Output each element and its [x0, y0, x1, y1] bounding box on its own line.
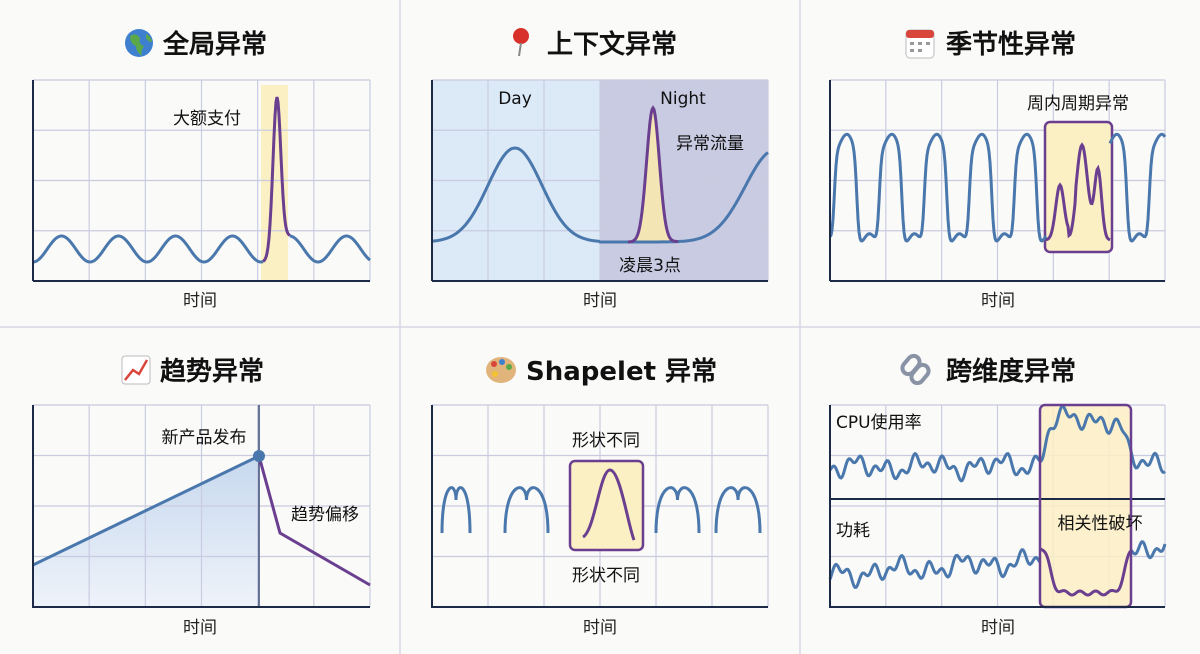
link-icon — [900, 353, 931, 386]
panel-seasonal-anomaly: 季节性异常 周内周期异常 时间 — [828, 29, 1167, 311]
palette-icon — [486, 357, 516, 383]
power-line — [828, 540, 1167, 589]
annotation-large-payment: 大额支付 — [173, 109, 241, 129]
annotation-night: Night — [660, 89, 706, 109]
calendar-icon — [905, 29, 935, 59]
x-axis-label: 时间 — [583, 618, 617, 638]
highlight-region — [1040, 405, 1131, 607]
x-axis-label: 时间 — [183, 618, 217, 638]
grid — [33, 79, 371, 281]
panel-title: 趋势异常 — [160, 357, 264, 387]
panel-title: 跨维度异常 — [946, 356, 1076, 387]
anomaly-box — [1043, 120, 1114, 254]
panel-title: 季节性异常 — [946, 30, 1076, 60]
anomaly-spike-line — [262, 96, 291, 263]
trend-area — [33, 456, 259, 607]
grid — [33, 404, 371, 607]
highlight-region — [628, 108, 678, 243]
event-point — [253, 450, 265, 462]
panel-title: 全局异常 — [162, 29, 267, 60]
annotation-3am: 凌晨3点 — [619, 256, 681, 276]
normal-shape-line — [440, 486, 762, 534]
chart-up-icon — [121, 355, 151, 385]
annotation-power: 功耗 — [836, 521, 870, 541]
normal-series-line — [32, 234, 371, 264]
panel-title: 上下文异常 — [547, 29, 677, 60]
trend-shift-line — [257, 455, 371, 587]
annotation-weekly-cycle: 周内周期异常 — [1027, 94, 1129, 114]
x-axis-label: 时间 — [981, 618, 1015, 638]
annotation-shape-different-bottom: 形状不同 — [572, 566, 640, 586]
panel-shapelet-anomaly: Shapelet 异常 形状不同 形状不同 时间 — [431, 357, 769, 638]
anomaly-series-line — [1045, 142, 1111, 242]
power-anomaly-line — [1039, 547, 1133, 597]
panel-title: Shapelet 异常 — [526, 357, 717, 387]
annotation-trend-shift: 趋势偏移 — [291, 505, 359, 525]
normal-trend-line — [32, 454, 260, 567]
normal-series-line — [828, 132, 1167, 243]
annotation-shape-different-top: 形状不同 — [572, 431, 640, 451]
x-axis-label: 时间 — [981, 291, 1015, 311]
x-axis-label: 时间 — [583, 291, 617, 311]
annotation-cpu-usage: CPU使用率 — [836, 412, 922, 433]
panel-trend-anomaly: 趋势异常 新产品发布 趋势偏移 时间 — [32, 355, 371, 638]
anomaly-spike-line — [628, 105, 678, 244]
annotation-abnormal-traffic: 异常流量 — [676, 134, 744, 154]
globe-icon — [125, 29, 153, 57]
panel-contextual-anomaly: 上下文异常 Day Night 异常流量 凌晨3点 时间 — [431, 28, 769, 311]
cpu-usage-line — [828, 404, 1166, 483]
grid — [432, 79, 769, 281]
normal-series-line — [431, 146, 769, 244]
annotation-day: Day — [498, 89, 532, 109]
panel-global-anomaly: 全局异常 大额支付 时间 — [32, 29, 371, 311]
anomalous-shape-line — [581, 468, 636, 541]
pin-icon — [513, 28, 529, 57]
annotation-correlation-broken: 相关性破坏 — [1058, 514, 1143, 534]
x-axis-label: 时间 — [183, 291, 217, 311]
annotation-new-product: 新产品发布 — [162, 428, 247, 448]
grid — [432, 404, 769, 607]
panel-cross-dimension-anomaly: 跨维度异常 CPU使用率 功耗 相关性破坏 时间 — [828, 353, 1167, 638]
